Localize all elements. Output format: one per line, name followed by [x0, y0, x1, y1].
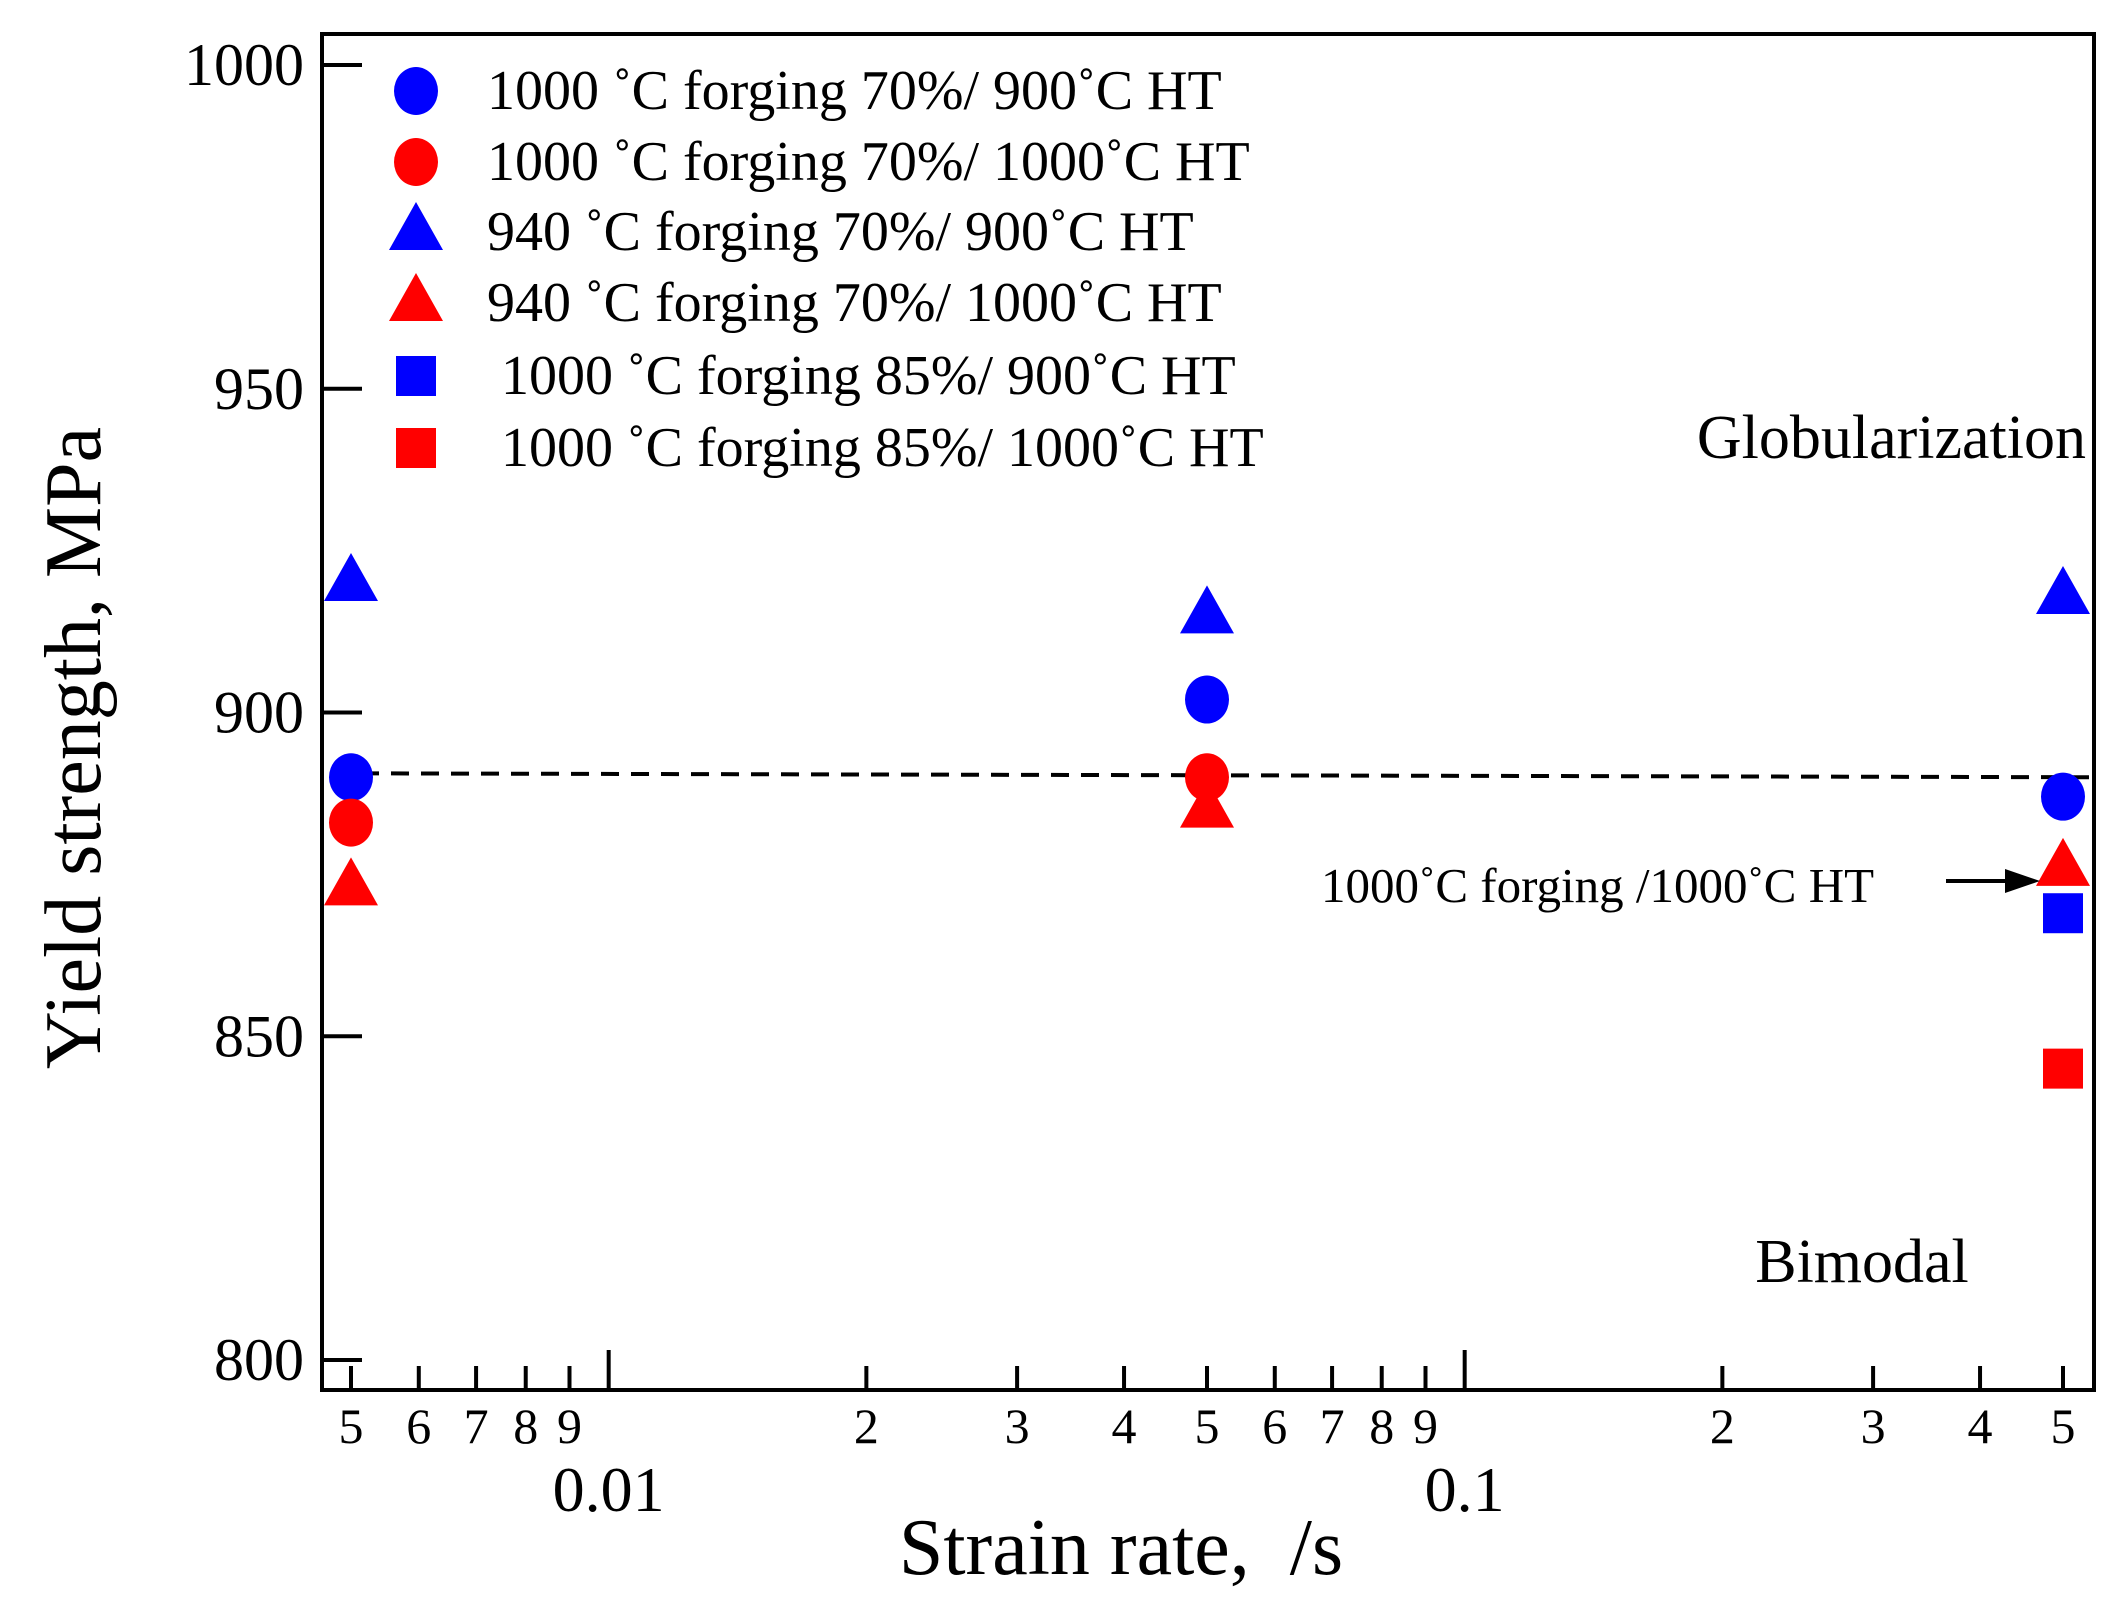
x-axis-label: Strain rate, /s — [899, 1504, 1343, 1592]
data-point-triangle-series-3 — [2036, 565, 2090, 614]
legend-label: 1000 ˚C forging 85%/ 1000˚C HT — [487, 417, 1264, 479]
data-point-square-series-5 — [2043, 893, 2083, 934]
x-minor-tick-label: 7 — [1320, 1398, 1345, 1454]
x-minor-tick-label: 7 — [464, 1398, 489, 1454]
x-minor-tick-label: 5 — [2051, 1398, 2076, 1454]
y-tick-label: 850 — [214, 1003, 304, 1069]
legend-triangle-icon — [389, 273, 443, 321]
y-axis-label: Yield strength, MPa — [30, 427, 118, 1069]
data-point-triangle-series-4 — [2036, 837, 2090, 886]
legend-label: 1000 ˚C forging 70%/ 900˚C HT — [487, 60, 1222, 122]
x-major-tick-label: 0.1 — [1425, 1454, 1505, 1525]
y-tick-label: 950 — [214, 356, 304, 422]
x-minor-tick-label: 3 — [1861, 1398, 1886, 1454]
data-point-circle-series-2 — [329, 798, 373, 847]
data-point-circle-series-1 — [2041, 772, 2085, 821]
data-point-triangle-series-3 — [324, 553, 378, 601]
legend-square-icon — [396, 356, 436, 396]
x-minor-tick-label: 4 — [1968, 1398, 1993, 1454]
x-minor-tick-label: 8 — [513, 1398, 538, 1454]
legend-label: 940 ˚C forging 70%/ 900˚C HT — [487, 201, 1194, 263]
y-tick-label: 1000 — [184, 32, 304, 98]
reference-dashed-line — [360, 771, 2095, 780]
arrow-head-icon — [2005, 869, 2040, 893]
x-minor-tick-label: 5 — [1195, 1398, 1220, 1454]
annotation-arrow-label: 1000˚C forging /1000˚C HT — [1321, 858, 1874, 913]
data-point-circle-series-2 — [1185, 753, 1229, 802]
data-point-circle-series-1 — [329, 753, 373, 802]
x-minor-tick-label: 8 — [1369, 1398, 1394, 1454]
data-point-triangle-series-3 — [1180, 585, 1234, 634]
data-point-square-series-6 — [2043, 1048, 2083, 1089]
x-minor-tick-label: 9 — [557, 1398, 582, 1454]
y-tick-label: 800 — [214, 1327, 304, 1393]
x-minor-tick-label: 5 — [339, 1398, 364, 1454]
legend-label: 1000 ˚C forging 85%/ 900˚C HT — [487, 345, 1236, 407]
x-minor-tick-label: 3 — [1005, 1398, 1030, 1454]
x-minor-tick-label: 6 — [1262, 1398, 1287, 1454]
data-point-circle-series-1 — [1185, 675, 1229, 724]
data-point-triangle-series-4 — [1180, 779, 1234, 828]
x-major-tick-label: 0.01 — [553, 1454, 665, 1525]
legend-triangle-icon — [389, 202, 443, 250]
data-point-triangle-series-4 — [324, 857, 378, 906]
x-minor-tick-label: 2 — [1710, 1398, 1735, 1454]
annotation-globularization: Globularization — [1697, 404, 2086, 472]
y-tick-label: 900 — [214, 680, 304, 746]
legend-circle-icon — [394, 138, 438, 186]
x-minor-tick-label: 9 — [1413, 1398, 1438, 1454]
legend-label: 1000 ˚C forging 70%/ 1000˚C HT — [487, 131, 1250, 193]
x-minor-tick-label: 6 — [406, 1398, 431, 1454]
legend-square-icon — [396, 428, 436, 468]
annotation-bimodal: Bimodal — [1755, 1228, 1969, 1296]
legend-circle-icon — [394, 67, 438, 115]
x-minor-tick-label: 2 — [854, 1398, 879, 1454]
legend-label: 940 ˚C forging 70%/ 1000˚C HT — [487, 272, 1222, 334]
x-minor-tick-label: 4 — [1112, 1398, 1137, 1454]
